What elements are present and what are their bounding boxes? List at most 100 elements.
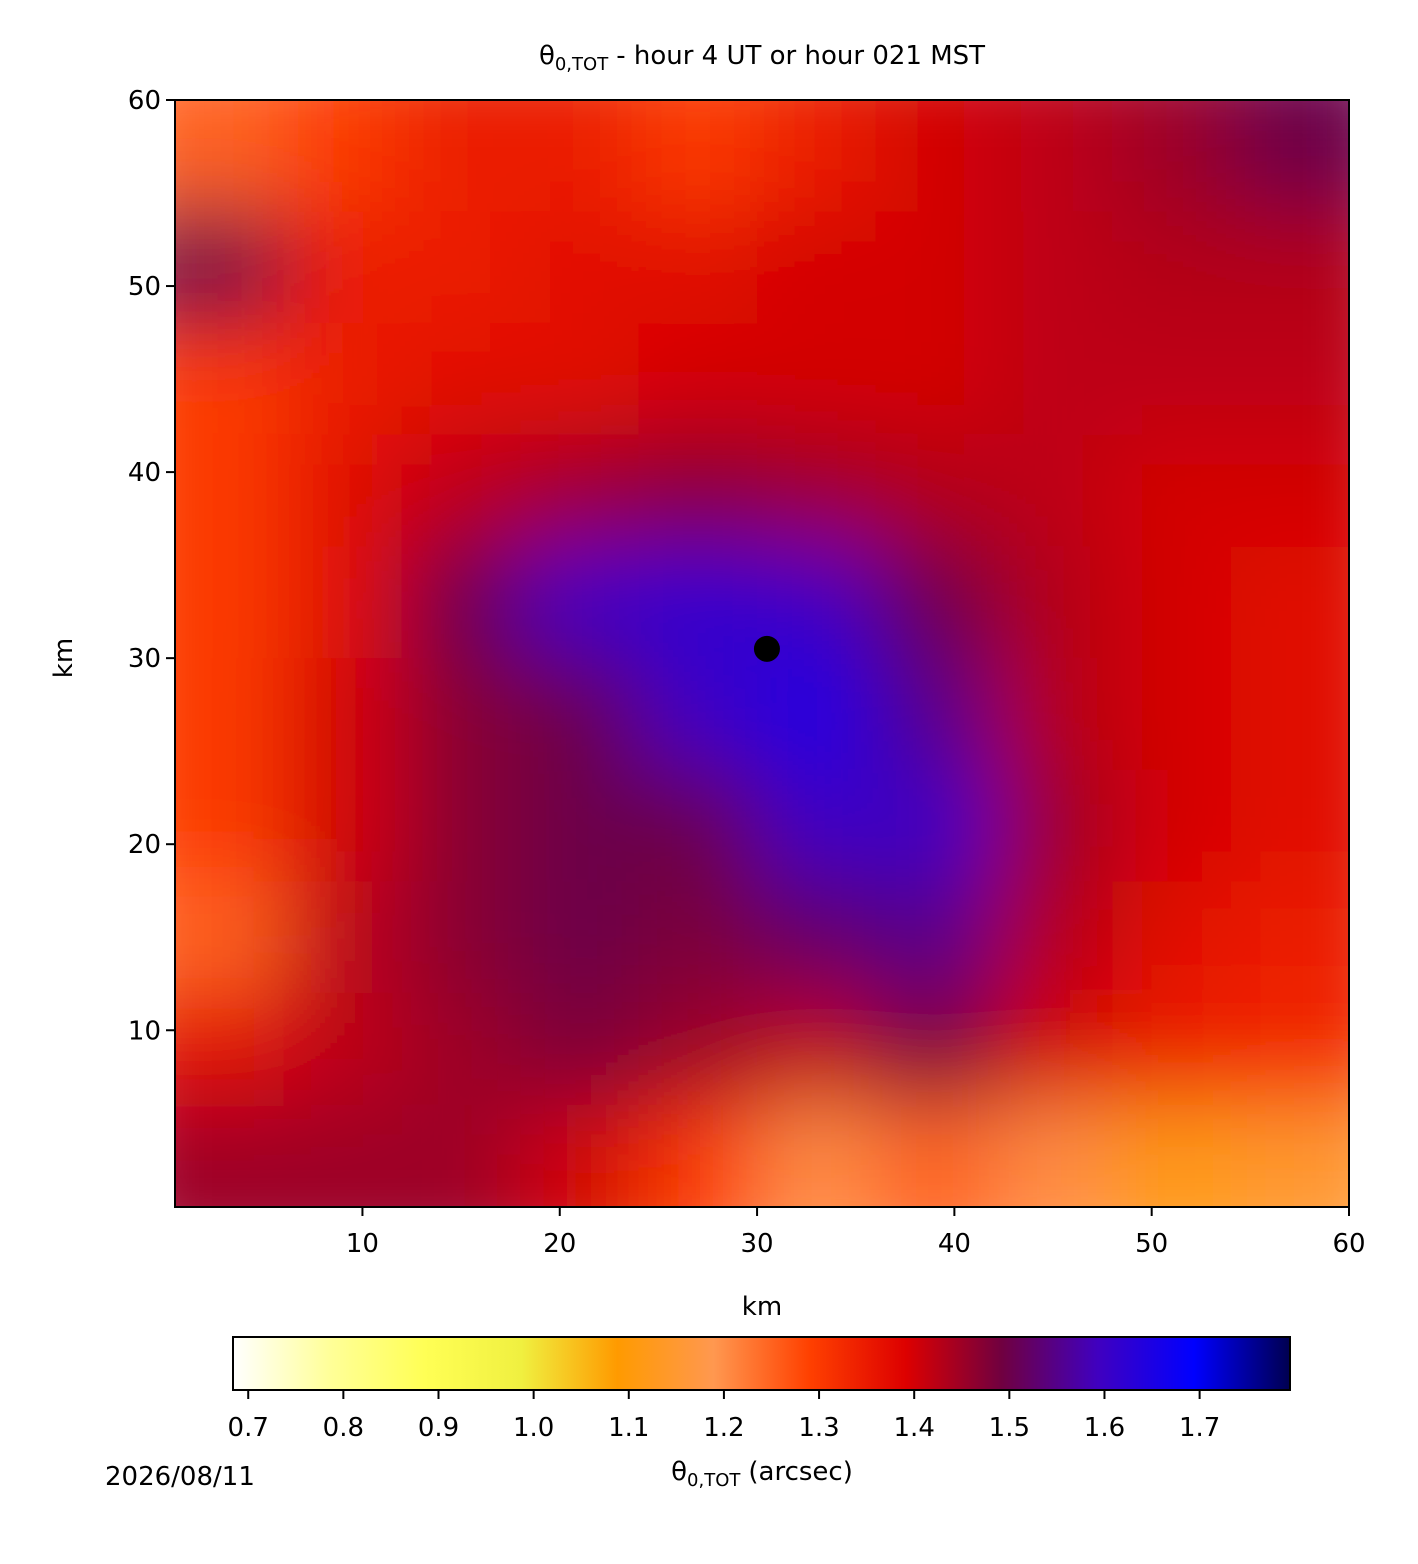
heatmap-cell: [875, 1104, 995, 1207]
marker: [753, 635, 780, 662]
y-tick-label: 40: [128, 458, 161, 488]
heatmap-cell: [875, 881, 995, 994]
heatmap-cell: [520, 434, 640, 548]
colorbar-tick-label: 0.8: [323, 1413, 364, 1443]
heatmap-cell: [757, 658, 876, 771]
heatmap-cell: [875, 769, 995, 882]
x-tick-label: 40: [938, 1229, 971, 1259]
heatmap-cell: [757, 434, 876, 548]
colorbar-tick-label: 1.7: [1179, 1413, 1220, 1443]
heatmap-cell: [1112, 323, 1232, 436]
heatmap-cell: [1230, 546, 1349, 659]
heatmap-cell: [401, 211, 521, 324]
heatmap-cell: [401, 1104, 521, 1207]
colorbar-tick-label: 1.4: [894, 1413, 935, 1443]
colorbar: [232, 1336, 1291, 1391]
heatmap-cell: [638, 323, 758, 436]
heatmap-cell: [520, 993, 640, 1106]
heatmap-cell: [638, 434, 758, 548]
heatmap-cell: [757, 546, 876, 659]
heatmap-cell: [993, 323, 1113, 436]
heatmap-cell: [175, 881, 285, 994]
heatmap-cell: [283, 769, 403, 882]
plot-frame: [174, 99, 1350, 1208]
heatmap-cell: [1230, 211, 1349, 324]
heatmap-cell: [1230, 881, 1349, 994]
heatmap-cell: [175, 658, 285, 771]
heatmap-cell: [638, 769, 758, 882]
heatmap-cell: [520, 211, 640, 324]
heatmap-cell: [1230, 1104, 1349, 1207]
heatmap-cell: [638, 100, 758, 213]
heatmap-cell: [283, 323, 403, 436]
heatmap-cell: [993, 881, 1113, 994]
heatmap-cell: [875, 993, 995, 1106]
y-tick-label: 10: [128, 1016, 161, 1046]
heatmap-cell: [757, 1104, 876, 1207]
y-tick-label: 50: [128, 272, 161, 302]
y-tick-label: 60: [128, 86, 161, 116]
heatmap-cell: [993, 769, 1113, 882]
heatmap-cell: [283, 1104, 403, 1207]
heatmap-cell: [175, 769, 285, 882]
heatmap-cell: [1230, 993, 1349, 1106]
heatmap-cell: [875, 546, 995, 659]
date: 2026/08/11: [105, 1462, 255, 1492]
x-tick-label: 30: [741, 1229, 774, 1259]
heatmap-cell: [757, 100, 876, 213]
heatmap-cell: [638, 881, 758, 994]
heatmap-cell: [401, 658, 521, 771]
heatmap-cell: [401, 100, 521, 213]
heatmap-cell: [875, 211, 995, 324]
heatmap-cell: [1230, 658, 1349, 771]
heatmap-cell: [993, 211, 1113, 324]
heatmap-cell: [993, 1104, 1113, 1207]
heatmap: [175, 100, 1349, 1207]
x-tick-label: 10: [346, 1229, 379, 1259]
heatmap-cell: [638, 211, 758, 324]
heatmap-cell: [283, 211, 403, 324]
heatmap-cell: [1230, 434, 1349, 548]
colorbar-tick-label: 1.2: [703, 1413, 744, 1443]
heatmap-cell: [993, 434, 1113, 548]
heatmap-cell: [401, 993, 521, 1106]
heatmap-cell: [1112, 769, 1232, 882]
heatmap-cell: [283, 100, 403, 213]
heatmap-cell: [757, 769, 876, 882]
heatmap-cell: [875, 434, 995, 548]
heatmap-cell: [283, 546, 403, 659]
heatmap-cell: [1112, 434, 1232, 548]
heatmap-cell: [520, 658, 640, 771]
heatmap-cell: [283, 993, 403, 1106]
heatmap-cell: [638, 993, 758, 1106]
heatmap-cell: [875, 323, 995, 436]
heatmap-cell: [1230, 323, 1349, 436]
heatmap-cell: [520, 546, 640, 659]
heatmap-cell: [1112, 211, 1232, 324]
heatmap-cell: [757, 211, 876, 324]
heatmap-cell: [520, 881, 640, 994]
chart-title: θ0,TOT - hour 4 UT or hour 021 MST: [539, 41, 985, 75]
heatmap-cell: [175, 1104, 285, 1207]
heatmap-cell: [875, 100, 995, 213]
heatmap-cell: [283, 658, 403, 771]
colorbar-tick-label: 0.9: [418, 1413, 459, 1443]
heatmap-cell: [1112, 658, 1232, 771]
heatmap-cell: [175, 993, 285, 1106]
colorbar-tick-label: 1.5: [989, 1413, 1030, 1443]
heatmap-cell: [638, 658, 758, 771]
heatmap-cell: [1112, 881, 1232, 994]
colorbar-tick-label: 1.1: [608, 1413, 649, 1443]
heatmap-cell: [1112, 1104, 1232, 1207]
heatmap-cell: [1230, 769, 1349, 882]
x-axis-label: km: [742, 1292, 782, 1322]
heatmap-cell: [401, 881, 521, 994]
heatmap-cell: [175, 100, 285, 213]
colorbar-label: θ0,TOT (arcsec): [671, 1457, 853, 1491]
heatmap-cell: [757, 881, 876, 994]
colorbar-tick-label: 1.3: [798, 1413, 839, 1443]
heatmap-cell: [875, 658, 995, 771]
colorbar-tick-label: 1.0: [513, 1413, 554, 1443]
heatmap-cell: [757, 323, 876, 436]
y-axis-label: km: [49, 638, 79, 678]
